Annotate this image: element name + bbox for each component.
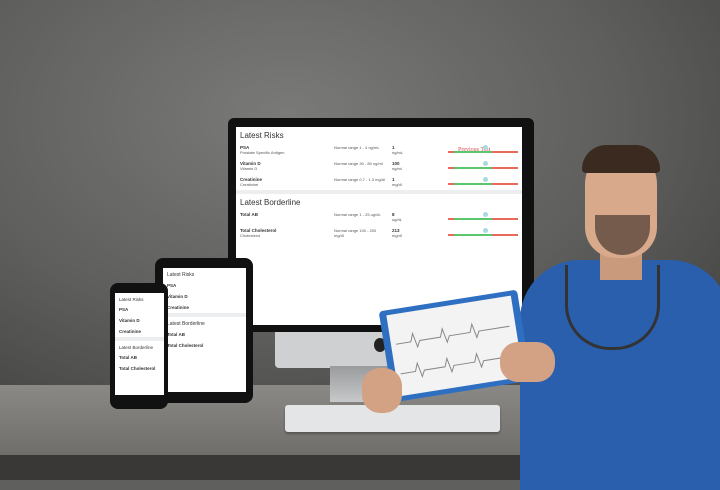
result-row[interactable]: Vitamin D [115,315,164,326]
test-unit: ng/mL [392,150,404,155]
result-row[interactable]: Creatinine [115,326,164,337]
test-name: PSA [240,145,250,150]
test-name: PSA [119,307,129,312]
previous-test-label: Previous Test [458,147,491,153]
result-row[interactable]: PSA Prostate Specific Antigen Normal range… [236,142,522,158]
borderline-title: Latest Borderline [240,198,301,207]
test-sub: Cholesterol [240,233,261,238]
hand-right [500,342,555,382]
test-unit: ng/ml [392,166,402,171]
monitor-screen: Latest Risks Previous Test PSA Prostate S… [236,127,522,325]
normal-range: Normal range 1 - 4 ng/mL [334,145,380,150]
result-row[interactable]: Total AB [115,352,164,363]
range-bar [448,228,518,236]
test-value: 100 [392,161,400,166]
tablet-risks-title: Latest Risks [167,272,195,278]
ecg-trace [395,322,515,378]
normal-range: Normal range 100 - 200 mg/dl [334,228,377,238]
test-name: Vitamin D [167,294,188,299]
result-row[interactable]: Total AB [163,329,246,340]
result-row[interactable]: Total Cholesterol [115,363,164,374]
result-row[interactable]: Total Cholesterol [163,340,246,351]
normal-range: Normal range 0.7 - 1.3 mg/dl [334,177,385,182]
test-name: PSA [167,283,177,288]
range-bar [448,212,518,220]
test-value: 213 [392,228,400,233]
test-name: Total Cholesterol [167,343,204,348]
stethoscope-icon [565,265,660,350]
test-sub: Vitamin D [240,166,258,171]
test-sub: Prostate Specific Antigen [240,150,285,155]
test-name: Total AB [240,212,258,217]
test-value: 8 [392,212,395,217]
test-name: Total AB [167,332,185,337]
ecg-paper [386,295,524,397]
hair [582,145,660,173]
risks-title: Latest Risks [240,131,284,140]
result-row[interactable]: Creatinine Creatinine Normal range 0.7 - 1… [236,174,522,190]
test-sub: Creatinine [240,182,259,187]
range-bar [448,145,518,153]
phone-screen: Latest Risks PSA Vitamin D Creatinine Late… [115,293,164,395]
result-row[interactable]: PSA [163,280,246,291]
test-name: Total AB [119,355,137,360]
test-unit: mg/dl [392,182,402,187]
test-name: Total Cholesterol [240,228,277,233]
hand-left [362,368,402,413]
result-row[interactable]: Vitamin D [163,291,246,302]
test-name: Creatinine [119,329,142,334]
result-row[interactable]: Creatinine [163,302,246,313]
normal-range: Normal range 1 - 25 ug/dL [334,212,381,217]
result-row[interactable]: Total AB Normal range 1 - 25 ug/dL 8 ug/dL [236,209,522,225]
tablet-screen: Latest Risks PSA Vitamin D Creatinine Late… [163,268,246,392]
test-name: Vitamin D [119,318,140,323]
phone-borderline-title: Latest Borderline [119,345,154,350]
result-row[interactable]: Vitamin D Vitamin D Normal range 30 - 80 n… [236,158,522,174]
test-value: 1 [392,145,395,150]
normal-range: Normal range 30 - 80 ng/ml [334,161,383,166]
test-value: 1 [392,177,395,182]
range-bar [448,161,518,169]
tablet-borderline-title: Latest Borderline [167,321,205,327]
test-unit: ug/dL [392,217,403,222]
test-name: Creatinine [167,305,190,310]
result-row[interactable]: PSA [115,304,164,315]
test-name: Creatinine [240,177,263,182]
test-unit: mg/dl [392,233,402,238]
test-name: Total Cholesterol [119,366,156,371]
phone-risks-title: Latest Risks [119,297,144,302]
range-bar [448,177,518,185]
test-name: Vitamin D [240,161,261,166]
result-row[interactable]: Total Cholesterol Cholesterol Normal range… [236,225,522,241]
